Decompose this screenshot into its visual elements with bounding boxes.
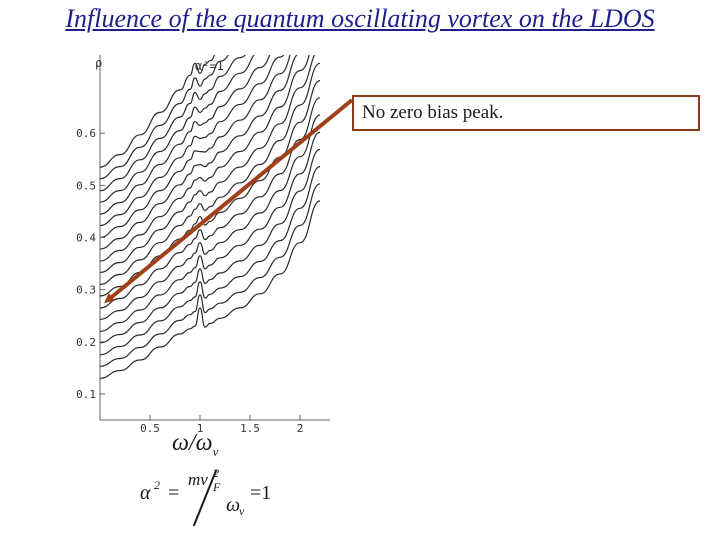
callout-text: No zero bias peak. [362, 102, 504, 123]
ldos-curve-6 [100, 114, 321, 320]
x-tick-label: 2 [297, 422, 304, 435]
slash-symbol: / [188, 430, 196, 456]
y-tick-label: 0.4 [76, 232, 96, 245]
alpha-result: =1 [250, 482, 272, 504]
ldos-curve-10 [100, 55, 316, 273]
omega-symbol: ω [172, 430, 189, 456]
x-tick-label: 1 [197, 422, 204, 435]
ldos-curve-19 [100, 55, 216, 168]
ldos-curve-11 [100, 55, 310, 262]
ldos-curve-18 [100, 55, 229, 180]
v-subscript: v [212, 443, 219, 459]
ldos-curve-13 [100, 55, 291, 239]
annotation-arrow [104, 98, 354, 304]
ldos-curve-5 [100, 131, 321, 332]
numerator: mv [188, 470, 208, 489]
x-axis-formula: ω/ωv [172, 430, 218, 460]
ldos-curve-15 [100, 55, 271, 215]
chart-ticks: 0.5 1 1.5 2 0.1 0.2 0.3 0.4 0.5 0.6 [76, 127, 303, 435]
equals-1: = [168, 482, 180, 504]
ldos-curve-16 [100, 55, 255, 203]
ldos-curve-12 [100, 55, 299, 250]
ldos-curve-7 [100, 97, 321, 309]
y-axis-label: ρ [95, 56, 102, 70]
y-tick-label: 0.2 [76, 336, 96, 349]
ldos-curve-14 [100, 55, 285, 227]
denominator: ω [226, 494, 241, 516]
x-tick-label: 0.5 [140, 422, 160, 435]
y-tick-label: 0.3 [76, 284, 96, 297]
alpha-formula: α 2 = mv 2 F ω v =1 [140, 466, 300, 530]
omega-v-symbol: ω [195, 430, 213, 456]
ldos-curve-17 [100, 55, 246, 192]
y-tick-label: 0.6 [76, 127, 96, 140]
alpha-symbol: α [140, 482, 151, 504]
ldos-curve-3 [100, 166, 321, 356]
y-tick-label: 0.1 [76, 388, 96, 401]
chart-curves [100, 55, 321, 379]
slide-title: Influence of the quantum oscillating vor… [65, 4, 655, 33]
alpha-power: 2 [154, 478, 160, 492]
denominator-sub: v [239, 504, 245, 518]
ldos-curve-9 [100, 62, 321, 285]
chart-title: α²=1 [195, 59, 224, 73]
y-tick-label: 0.5 [76, 179, 96, 192]
callout-box: No zero bias peak. [352, 95, 700, 131]
ldos-curve-2 [100, 183, 321, 367]
ldos-curve-4 [100, 148, 321, 344]
x-tick-label: 1.5 [240, 422, 260, 435]
numerator-sub: F [213, 480, 221, 494]
ldos-curve-1 [100, 200, 321, 379]
